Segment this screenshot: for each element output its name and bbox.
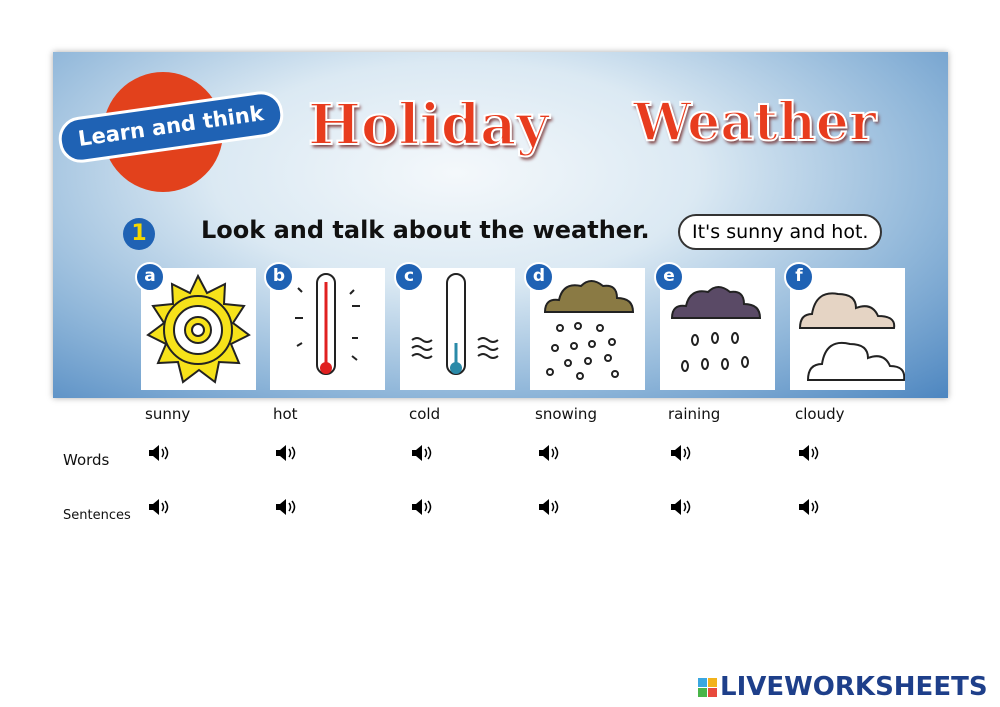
word-audio-hot-speaker-icon[interactable] bbox=[275, 443, 299, 463]
row-label-sentences: Sentences bbox=[63, 508, 131, 523]
sentence-audio-cold-speaker-icon[interactable] bbox=[411, 497, 435, 517]
hot-thermometer-icon bbox=[295, 273, 360, 375]
letter-badge: e bbox=[654, 262, 684, 292]
word-audio-cold-speaker-icon[interactable] bbox=[411, 443, 435, 463]
word-snowing: snowing bbox=[535, 405, 597, 423]
sentence-audio-snowing-speaker-icon[interactable] bbox=[538, 497, 562, 517]
title-holiday: Holiday bbox=[307, 91, 550, 159]
word-audio-sunny-speaker-icon[interactable] bbox=[148, 443, 172, 463]
word-audio-snowing-speaker-icon[interactable] bbox=[538, 443, 562, 463]
word-cloudy: cloudy bbox=[795, 405, 845, 423]
picture-raining: e bbox=[654, 262, 775, 390]
cloudy-icon bbox=[798, 292, 905, 381]
word-cold: cold bbox=[409, 405, 441, 423]
row-label-words: Words bbox=[63, 451, 110, 469]
sentence-audio-hot-speaker-icon[interactable] bbox=[275, 497, 299, 517]
picture-snowing: d bbox=[524, 262, 645, 390]
letter-badge: f bbox=[784, 262, 814, 292]
liveworksheets-logo: LIVEWORKSHEETS bbox=[698, 672, 988, 702]
title-weather: Weather bbox=[632, 91, 877, 154]
speech-bubble: It's sunny and hot. bbox=[678, 214, 883, 250]
word-hot: hot bbox=[273, 405, 298, 423]
word-raining: raining bbox=[668, 405, 721, 423]
snow-cloud-icon bbox=[543, 280, 635, 380]
picture-cloudy: f bbox=[784, 262, 905, 390]
logo-text: LIVEWORKSHEETS bbox=[720, 672, 988, 702]
word-audio-raining-speaker-icon[interactable] bbox=[670, 443, 694, 463]
cold-thermometer-icon bbox=[411, 273, 499, 375]
letter-badge: c bbox=[394, 262, 424, 292]
sentence-audio-cloudy-speaker-icon[interactable] bbox=[798, 497, 822, 517]
picture-sunny: a bbox=[135, 262, 256, 390]
word-sunny: sunny bbox=[145, 405, 191, 423]
exercise-number: 1 bbox=[123, 218, 155, 250]
letter-badge: d bbox=[524, 262, 554, 292]
letter-badge: a bbox=[135, 262, 165, 292]
sentence-audio-sunny-speaker-icon[interactable] bbox=[148, 497, 172, 517]
sentence-audio-raining-speaker-icon[interactable] bbox=[670, 497, 694, 517]
letter-badge: b bbox=[264, 262, 294, 292]
picture-cold: c bbox=[394, 262, 515, 390]
logo-icon bbox=[698, 677, 717, 697]
picture-hot: b bbox=[264, 262, 385, 390]
rain-cloud-icon bbox=[670, 286, 762, 372]
instruction: Look and talk about the weather. bbox=[201, 216, 650, 244]
sun-icon bbox=[146, 273, 251, 384]
word-audio-cloudy-speaker-icon[interactable] bbox=[798, 443, 822, 463]
header-banner: Learn and think Holiday Weather 1 Look a… bbox=[53, 52, 948, 398]
